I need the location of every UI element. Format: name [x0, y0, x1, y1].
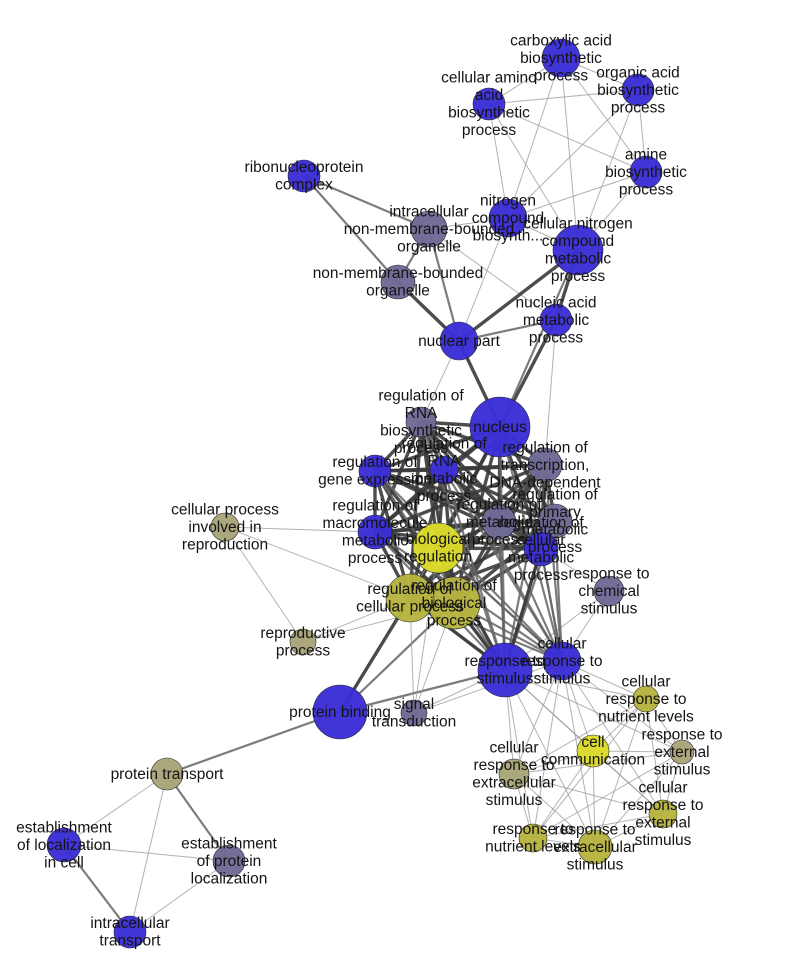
- svg-text:nucleic acid: nucleic acid: [516, 294, 597, 311]
- svg-text:cellular process: cellular process: [356, 599, 464, 616]
- svg-text:regulation of: regulation of: [456, 496, 542, 513]
- svg-text:cellular: cellular: [621, 673, 670, 690]
- svg-text:response to: response to: [623, 797, 704, 814]
- svg-text:process: process: [529, 329, 584, 346]
- svg-text:biosynthetic: biosynthetic: [448, 105, 530, 122]
- svg-text:of protein: of protein: [197, 853, 262, 870]
- svg-text:stimulus: stimulus: [534, 670, 591, 687]
- svg-text:extracellular: extracellular: [472, 775, 556, 792]
- svg-text:cellular: cellular: [537, 635, 586, 652]
- svg-text:protein transport: protein transport: [111, 766, 225, 783]
- svg-text:establishment: establishment: [16, 819, 112, 836]
- svg-text:process: process: [619, 181, 674, 198]
- svg-text:cellular process: cellular process: [171, 501, 279, 518]
- svg-text:intracellular: intracellular: [389, 203, 468, 220]
- svg-text:cellular: cellular: [489, 740, 538, 757]
- svg-text:transcription,: transcription,: [501, 457, 590, 474]
- svg-text:regulation of: regulation of: [502, 439, 588, 456]
- svg-text:cellular: cellular: [638, 780, 687, 797]
- svg-text:chemical: chemical: [578, 583, 639, 600]
- svg-text:reproduction: reproduction: [182, 536, 268, 553]
- svg-text:nitrogen: nitrogen: [480, 192, 536, 209]
- svg-text:process: process: [462, 122, 517, 139]
- svg-text:response to: response to: [474, 757, 555, 774]
- svg-text:metabolic: metabolic: [342, 533, 409, 550]
- svg-text:establishment: establishment: [181, 835, 277, 852]
- svg-text:regulation of: regulation of: [367, 581, 453, 598]
- svg-text:cellular amino: cellular amino: [441, 70, 537, 87]
- svg-text:macromolecule: macromolecule: [322, 515, 427, 532]
- svg-text:extracellular: extracellular: [553, 839, 637, 856]
- svg-text:organic acid: organic acid: [596, 64, 680, 81]
- svg-text:signal: signal: [394, 696, 435, 713]
- svg-text:metabolic: metabolic: [508, 550, 575, 567]
- svg-text:protein binding: protein binding: [289, 704, 391, 721]
- svg-text:regulation of: regulation of: [332, 454, 418, 471]
- svg-text:stimulus: stimulus: [635, 832, 692, 849]
- svg-text:stimulus: stimulus: [477, 671, 534, 688]
- svg-text:gene expression: gene expression: [318, 472, 432, 489]
- svg-text:complex: complex: [275, 177, 333, 194]
- svg-text:acid: acid: [475, 87, 503, 104]
- svg-text:stimulus: stimulus: [567, 856, 624, 873]
- svg-text:localization: localization: [191, 870, 268, 887]
- svg-text:organelle: organelle: [397, 238, 461, 255]
- svg-text:cell: cell: [581, 734, 604, 751]
- svg-text:communication: communication: [541, 752, 645, 769]
- svg-text:biosynthetic: biosynthetic: [605, 164, 687, 181]
- svg-text:biosynthetic: biosynthetic: [520, 50, 602, 67]
- svg-text:nutrient levels: nutrient levels: [598, 708, 694, 725]
- svg-text:carboxylic acid: carboxylic acid: [510, 32, 612, 49]
- svg-text:stimulus: stimulus: [581, 600, 638, 617]
- svg-text:of localization: of localization: [17, 837, 111, 854]
- svg-text:reproductive: reproductive: [260, 625, 345, 642]
- svg-text:cellular: cellular: [516, 532, 565, 549]
- svg-text:organelle: organelle: [366, 283, 430, 300]
- svg-text:RNA: RNA: [405, 405, 438, 422]
- svg-text:process: process: [534, 67, 589, 84]
- svg-text:RNA: RNA: [428, 453, 461, 470]
- svg-text:regulation of: regulation of: [332, 498, 418, 515]
- svg-text:involved in: involved in: [188, 519, 261, 536]
- svg-text:compound: compound: [542, 233, 614, 250]
- svg-text:response to: response to: [642, 726, 723, 743]
- svg-text:external: external: [635, 815, 690, 832]
- svg-text:amine: amine: [625, 146, 667, 163]
- svg-text:process: process: [276, 643, 331, 660]
- svg-text:biosynthetic: biosynthetic: [597, 82, 679, 99]
- svg-text:process: process: [551, 268, 606, 285]
- svg-text:nuclear part: nuclear part: [418, 333, 501, 350]
- svg-text:response to: response to: [569, 565, 650, 582]
- svg-text:response to: response to: [606, 691, 687, 708]
- svg-text:in cell: in cell: [44, 854, 84, 871]
- svg-text:transport: transport: [99, 933, 161, 950]
- svg-text:non-membrane-bounded: non-membrane-bounded: [313, 265, 484, 282]
- svg-text:stimulus: stimulus: [486, 792, 543, 809]
- svg-text:process: process: [514, 567, 569, 584]
- svg-text:external: external: [654, 744, 709, 761]
- svg-text:regulation of: regulation of: [401, 436, 487, 453]
- svg-text:non-membrane-bounded: non-membrane-bounded: [344, 221, 515, 238]
- svg-text:regulation of: regulation of: [498, 515, 584, 532]
- svg-text:process: process: [348, 550, 403, 567]
- svg-text:biological: biological: [406, 531, 471, 548]
- svg-text:metabolic: metabolic: [523, 312, 590, 329]
- svg-text:response to: response to: [522, 653, 603, 670]
- svg-text:regulation of: regulation of: [378, 388, 464, 405]
- svg-text:ribonucleoprotein: ribonucleoprotein: [245, 159, 364, 176]
- svg-text:cellular nitrogen: cellular nitrogen: [523, 216, 632, 233]
- svg-text:process: process: [611, 99, 666, 116]
- svg-text:regulation: regulation: [404, 549, 472, 566]
- svg-text:intracellular: intracellular: [90, 915, 169, 932]
- svg-text:metabolic: metabolic: [545, 251, 612, 268]
- svg-text:response to: response to: [555, 821, 636, 838]
- svg-text:stimulus: stimulus: [654, 761, 711, 778]
- svg-text:nucleus: nucleus: [473, 419, 527, 436]
